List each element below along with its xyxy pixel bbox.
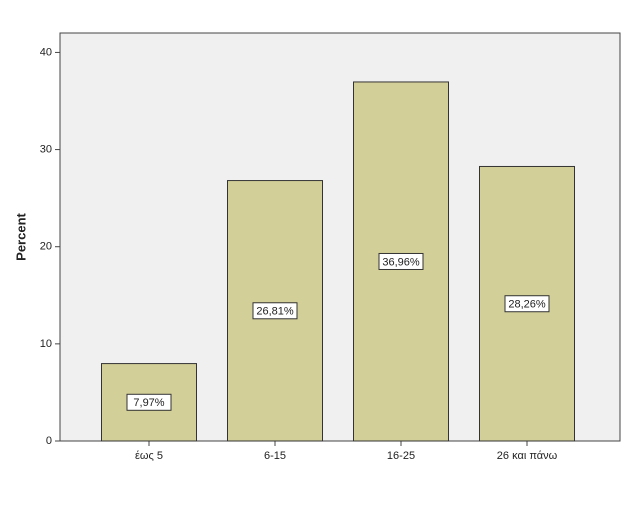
y-tick-label: 20 <box>40 241 52 253</box>
y-tick-label: 30 <box>40 143 52 155</box>
value-label: 28,26% <box>508 299 546 311</box>
value-label: 36,96% <box>382 256 420 268</box>
value-label: 26,81% <box>256 306 294 318</box>
y-tick-label: 0 <box>46 435 52 447</box>
value-label-box <box>252 302 298 320</box>
value-label-box <box>378 252 424 270</box>
y-axis-label: Percent <box>13 212 28 260</box>
value-label-box <box>126 393 172 411</box>
y-tick-label: 40 <box>40 46 52 58</box>
x-tick-label: έως 5 <box>135 450 163 462</box>
x-tick-label: 26 και πάνω <box>497 450 558 462</box>
x-tick-label: 6-15 <box>264 450 286 462</box>
y-tick-label: 10 <box>40 338 52 350</box>
value-label: 7,97% <box>133 397 164 409</box>
value-label-box <box>504 295 550 313</box>
x-tick-label: 16-25 <box>387 450 415 462</box>
